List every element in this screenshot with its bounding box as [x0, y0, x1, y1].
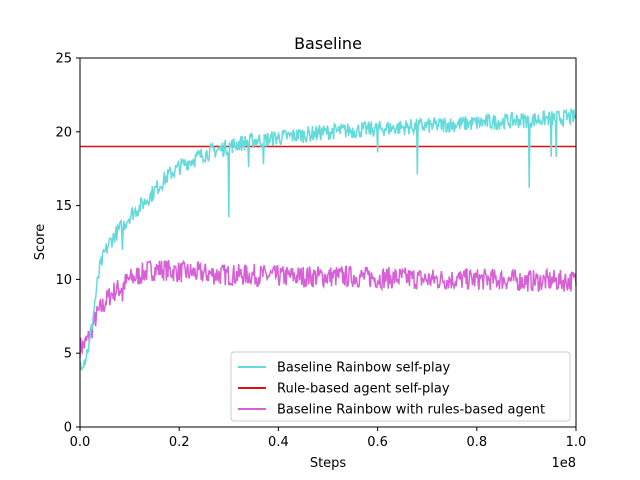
legend-box — [230, 351, 571, 422]
chart-title: Baseline — [294, 34, 362, 53]
series-line — [79, 108, 577, 371]
x-axis: 0.0 0.2 0.4 0.6 0.8 1.0 — [70, 427, 587, 450]
x-tick-label: 0.6 — [367, 435, 388, 450]
x-tick-label: 0.4 — [268, 435, 289, 450]
y-tick-label: 0 — [64, 421, 72, 436]
plot-frame — [79, 57, 577, 428]
legend-label: Baseline Rainbow self-play — [277, 361, 451, 376]
x-tick-label: 0.2 — [169, 435, 190, 450]
x-tick-label: 0.8 — [466, 435, 487, 450]
x-axis-label: Steps — [310, 456, 347, 471]
x-tick-label: 1.0 — [566, 435, 587, 450]
legend-label: Baseline Rainbow with rules-based agent — [277, 403, 545, 418]
y-tick-label: 15 — [55, 199, 72, 214]
series-line — [79, 259, 577, 359]
x-tick-label: 0.0 — [70, 435, 91, 450]
y-tick-label: 10 — [55, 273, 72, 288]
series-layer — [79, 108, 577, 371]
legend: Baseline Rainbow self-play Rule-based age… — [230, 351, 571, 422]
y-tick-label: 20 — [55, 125, 72, 140]
y-axis-label: Score — [33, 224, 48, 260]
y-axis: 0 5 10 15 20 25 — [55, 52, 80, 436]
x-axis-offset-label: 1e8 — [551, 456, 576, 471]
y-tick-label: 25 — [55, 52, 72, 67]
legend-label: Rule-based agent self-play — [277, 382, 450, 397]
y-tick-label: 5 — [64, 347, 72, 362]
